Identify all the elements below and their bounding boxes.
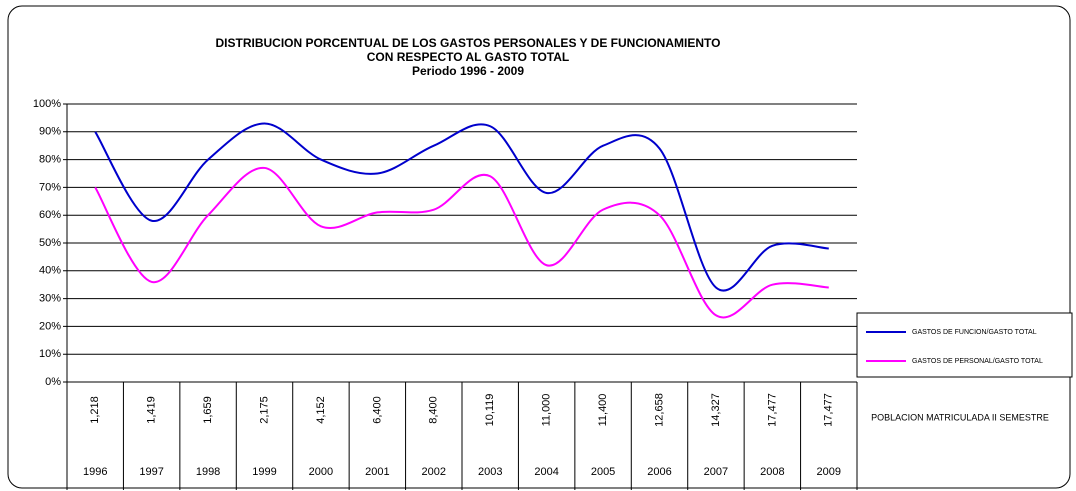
x-tick-label: 1998 [196,466,220,478]
chart-title: DISTRIBUCION PORCENTUAL DE LOS GASTOS PE… [216,36,721,50]
y-tick-label: 20% [39,320,61,332]
x-tick-label: 2004 [534,466,558,478]
table-cell: 17,477 [823,393,835,427]
table-cell: 10,119 [484,394,496,427]
x-tick-label: 2005 [591,466,615,478]
series-line [94,166,829,319]
x-tick-label: 2008 [760,466,784,478]
y-tick-label: 50% [39,237,61,249]
x-tick-label: 2002 [422,466,446,478]
x-tick-label: 1997 [139,466,163,478]
legend-box [856,312,1073,378]
x-tick-label: 2006 [647,466,671,478]
series-line [94,122,829,292]
y-tick-label: 100% [33,98,61,110]
table-cell: 12,658 [653,393,665,427]
table-cell: 1,659 [202,396,214,424]
legend-label: GASTOS DE PERSONAL/GASTO TOTAL [912,358,1043,365]
y-tick-label: 80% [39,154,61,166]
y-tick-label: 60% [39,209,61,221]
y-tick-label: 10% [39,348,61,360]
y-tick-label: 0% [45,376,61,388]
table-cell: 11,400 [597,394,609,427]
chart-border [7,5,1071,489]
table-cell: 17,477 [766,393,778,427]
x-tick-label: 1996 [83,466,107,478]
x-tick-label: 2009 [817,466,841,478]
x-tick-label: 2007 [704,466,728,478]
table-row-label: POBLACION MATRICULADA II SEMESTRE [871,412,1049,422]
chart-title: Periodo 1996 - 2009 [412,64,524,78]
x-tick-label: 2003 [478,466,502,478]
x-tick-label: 2000 [309,466,333,478]
table-cell: 11,000 [541,394,553,427]
y-tick-label: 90% [39,126,61,138]
y-tick-label: 30% [39,293,61,305]
legend-label: GASTOS DE FUNCION/GASTO TOTAL [912,329,1037,336]
table-cell: 2,175 [258,396,270,424]
table-cell: 6,400 [371,396,383,424]
x-tick-label: 2001 [365,466,389,478]
table-cell: 4,152 [315,396,327,424]
table-cell: 1,218 [89,396,101,424]
y-tick-label: 70% [39,181,61,193]
table-cell: 8,400 [428,396,440,424]
chart-title: CON RESPECTO AL GASTO TOTAL [367,50,569,64]
table-cell: 14,327 [710,393,722,427]
table-cell: 1,419 [146,396,158,424]
y-tick-label: 40% [39,265,61,277]
x-tick-label: 1999 [252,466,276,478]
